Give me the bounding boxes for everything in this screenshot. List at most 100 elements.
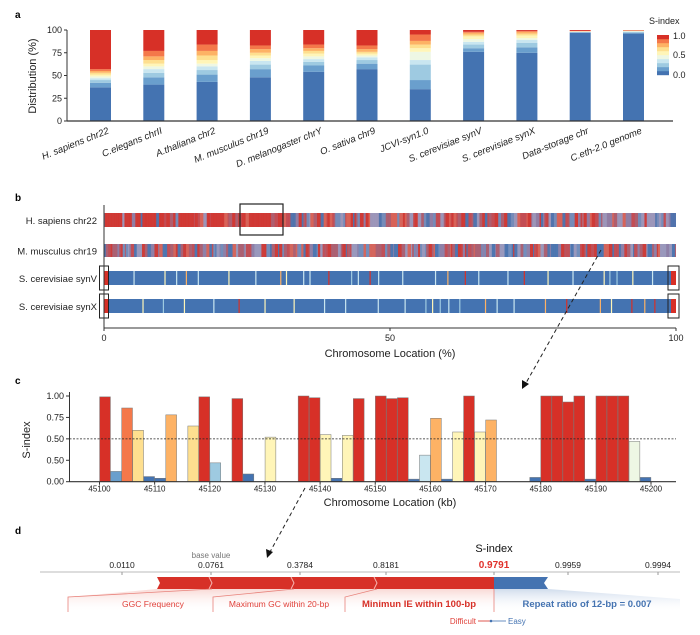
heatmap-cell (303, 213, 306, 227)
row-label: S. cerevisiae synX (19, 302, 98, 313)
heatmap-cell (631, 299, 633, 313)
bar-segment (90, 87, 111, 121)
heatmap-cell (633, 244, 635, 257)
heatmap-cell (581, 213, 583, 227)
heatmap-cell (393, 244, 395, 257)
heatmap-cell (309, 213, 311, 227)
heatmap-cell (375, 244, 380, 257)
colorbar-segment (657, 59, 669, 64)
heatmap-cell (433, 244, 436, 257)
tick-label: 0.0761 (198, 560, 224, 570)
heatmap-cell (295, 244, 298, 257)
bar-segment (516, 30, 538, 31)
bar (452, 431, 464, 482)
bar (187, 425, 199, 482)
heatmap-cell (443, 213, 446, 227)
bar-segment (303, 50, 325, 54)
heatmap-cell (264, 244, 267, 257)
tick-label: 0.0110 (109, 560, 135, 570)
bar-segment (463, 51, 485, 122)
bar-segment (569, 32, 591, 122)
heatmap-cell (295, 213, 299, 227)
heatmap-cell (129, 244, 132, 257)
heatmap-cell (468, 213, 472, 227)
heatmap-cell (357, 213, 361, 227)
heatmap-cell (491, 213, 496, 227)
bar-segment (303, 65, 325, 72)
heatmap-cell (584, 244, 587, 257)
bar (639, 477, 652, 482)
heatmap-cell (502, 244, 505, 257)
heatmap-cell (209, 213, 212, 227)
heatmap-cell (517, 213, 521, 227)
y-tick-label: 50 (52, 71, 62, 81)
heatmap-cell (216, 213, 221, 227)
bar-segment (143, 56, 165, 61)
x-tick-label: 45190 (585, 485, 608, 494)
feature-shade (68, 589, 494, 612)
bar (562, 401, 574, 482)
heatmap-cell (464, 244, 467, 257)
colorbar-segment (657, 67, 669, 72)
bar-segment (143, 84, 165, 121)
heatmap-cell (457, 213, 462, 227)
heatmap-cell (401, 244, 406, 257)
panel-c-bar-chart: 0.00 0.50 0.50 0.75 1.00 45100 45110 45120 45130… (21, 391, 676, 509)
heatmap-cell (535, 213, 540, 227)
heatmap-cell (423, 213, 427, 227)
bar-segment (623, 32, 644, 34)
heatmap-cell (487, 213, 490, 227)
bar (353, 398, 365, 482)
bar-segment (303, 30, 325, 45)
heatmap-cell (150, 244, 155, 257)
heatmap-cell (473, 213, 478, 227)
heatmap-cell (215, 244, 217, 257)
heatmap-cell (543, 213, 545, 227)
heatmap-cell (219, 244, 221, 257)
heatmap-cell (142, 299, 144, 313)
x-tick-label: 45200 (640, 485, 663, 494)
heatmap-cell (402, 213, 406, 227)
heatmap-cell (455, 244, 459, 257)
heatmap-cell (414, 213, 419, 227)
heatmap-cell (650, 244, 653, 257)
heatmap-cell (461, 213, 463, 227)
heatmap-cell (313, 213, 318, 227)
heatmap-cell (407, 244, 412, 257)
colorbar-segment (657, 43, 669, 48)
bar-segment (516, 52, 538, 121)
heatmap-cell (485, 244, 490, 257)
heatmap-cell (417, 213, 422, 227)
heatmap-cell (195, 213, 198, 227)
heatmap-cell (298, 244, 302, 257)
heatmap-cell (409, 213, 414, 227)
bar (165, 414, 177, 482)
heatmap-cell (183, 213, 186, 227)
heatmap-cell (337, 244, 342, 257)
heatmap-cell (119, 244, 122, 257)
heatmap-cell (596, 244, 601, 257)
heatmap-cell (158, 213, 161, 227)
heatmap-cell (451, 213, 454, 227)
heatmap-cell (305, 244, 309, 257)
heatmap-cell (661, 213, 664, 227)
heatmap-cell (150, 213, 155, 227)
heatmap-cell (358, 244, 362, 257)
bar-segment (463, 44, 485, 49)
heatmap-row (104, 299, 676, 313)
heatmap-cell (336, 213, 341, 227)
heatmap-cell (301, 213, 304, 227)
heatmap-cell (626, 244, 631, 257)
heatmap-cell (448, 299, 450, 313)
tick-label: 0.9959 (555, 560, 581, 570)
difficult-force-bar (157, 577, 494, 589)
feature-label: Maximum GC within 20-bp (229, 599, 329, 609)
heatmap-cell (274, 244, 279, 257)
heatmap-cell (471, 213, 474, 227)
heatmap-cell (485, 213, 488, 227)
heatmap-cell (193, 213, 196, 227)
heatmap-cell (213, 213, 217, 227)
heatmap-cell (442, 244, 445, 257)
heatmap-cell (467, 244, 472, 257)
heatmap-cell (610, 213, 613, 227)
